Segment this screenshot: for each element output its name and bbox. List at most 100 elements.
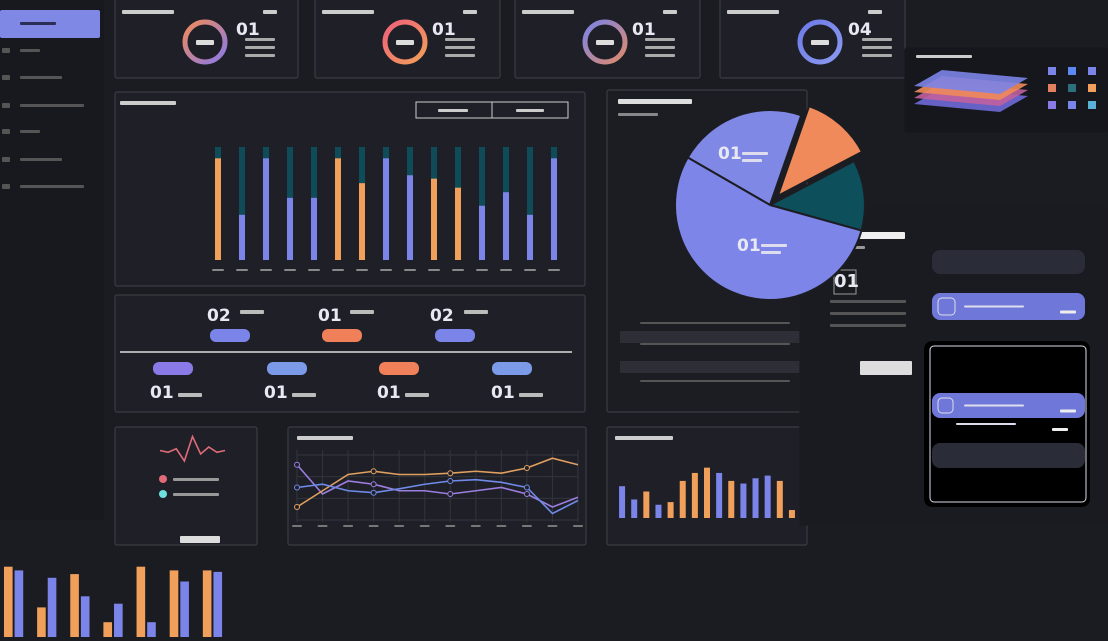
button xyxy=(491,101,569,119)
bar xyxy=(383,158,389,260)
text-placeholder xyxy=(173,493,219,496)
bar xyxy=(169,570,179,637)
kpi-value: 01 xyxy=(236,20,260,40)
summary-value: 01 xyxy=(150,383,174,403)
text-placeholder xyxy=(122,10,174,14)
pill xyxy=(153,362,193,375)
bar-track xyxy=(479,147,485,260)
point xyxy=(294,484,300,491)
text-placeholder xyxy=(245,46,275,49)
summary-value: 02 xyxy=(207,306,231,326)
text-placeholder xyxy=(396,40,414,45)
text-placeholder xyxy=(1060,310,1076,314)
text-placeholder xyxy=(727,10,779,14)
text-placeholder xyxy=(173,478,219,481)
text-placeholder xyxy=(438,109,468,112)
bar xyxy=(37,607,46,637)
text-placeholder xyxy=(292,525,302,527)
text-placeholder xyxy=(284,269,296,271)
text-placeholder xyxy=(761,251,781,254)
text-placeholder xyxy=(178,393,202,397)
bar xyxy=(215,158,221,260)
sidebar xyxy=(0,0,104,520)
text-placeholder xyxy=(618,113,658,116)
labels: 01 01 01 04 02 01 02 01 01 01 01 01 xyxy=(150,20,872,403)
bar xyxy=(335,158,341,260)
point xyxy=(370,468,377,475)
point xyxy=(370,489,377,496)
text-placeholder xyxy=(236,269,248,271)
item-icon xyxy=(937,397,954,414)
text-placeholder xyxy=(20,104,84,107)
bar xyxy=(213,571,223,637)
text-placeholder xyxy=(956,423,1016,425)
pill xyxy=(379,362,419,375)
text-placeholder xyxy=(596,40,614,45)
text-placeholder xyxy=(343,525,354,527)
color-square xyxy=(1048,67,1056,75)
bar xyxy=(776,480,783,518)
text-placeholder xyxy=(2,75,10,80)
color-square xyxy=(1088,84,1096,92)
bar xyxy=(631,499,638,518)
donut-ring xyxy=(797,19,843,65)
donut-ring xyxy=(382,19,428,65)
point xyxy=(294,504,300,510)
item-icon xyxy=(929,345,1087,503)
bar xyxy=(503,192,509,260)
text-placeholder xyxy=(663,10,677,14)
text-placeholder xyxy=(20,22,56,25)
line xyxy=(159,434,226,463)
text-placeholder xyxy=(332,269,344,271)
text-placeholder xyxy=(404,269,416,271)
text-placeholder xyxy=(245,54,275,57)
list-item[interactable] xyxy=(932,443,1085,468)
point xyxy=(447,470,454,477)
text-placeholder xyxy=(618,99,692,104)
text-placeholder xyxy=(263,10,277,14)
color-square xyxy=(1068,101,1076,109)
text-placeholder xyxy=(2,48,10,53)
summary-value: 01 xyxy=(377,383,401,403)
text-placeholder xyxy=(297,436,353,440)
text-placeholder xyxy=(428,269,440,271)
bar xyxy=(455,187,461,260)
bar xyxy=(667,502,674,518)
point xyxy=(370,481,377,488)
bar xyxy=(716,472,723,518)
text-placeholder xyxy=(761,244,787,247)
text-placeholder xyxy=(868,10,882,14)
text-placeholder xyxy=(742,152,768,155)
text-placeholder xyxy=(322,10,374,14)
pill xyxy=(492,362,532,375)
list-item[interactable] xyxy=(932,250,1085,274)
text-placeholder xyxy=(862,38,892,41)
color-square xyxy=(1068,84,1076,92)
table-row xyxy=(620,361,810,373)
point xyxy=(523,484,530,491)
point xyxy=(294,461,300,468)
line xyxy=(296,478,579,515)
text-placeholder xyxy=(2,129,10,134)
text-placeholder xyxy=(350,310,374,314)
text-placeholder xyxy=(830,324,906,327)
bar xyxy=(14,570,24,637)
color-square xyxy=(1088,101,1096,109)
bar xyxy=(47,577,57,637)
color-square xyxy=(1068,67,1076,75)
bar xyxy=(655,504,662,518)
text-placeholder xyxy=(476,269,488,271)
text-placeholder xyxy=(245,38,275,41)
text-placeholder xyxy=(394,525,405,527)
panel xyxy=(287,426,587,546)
item-icon xyxy=(937,297,956,316)
panel xyxy=(114,0,299,79)
bar xyxy=(704,467,710,518)
panel xyxy=(114,91,586,287)
text-placeholder xyxy=(830,300,906,303)
bar xyxy=(728,480,735,518)
detail-number: 01 xyxy=(834,271,859,292)
panel xyxy=(114,294,586,413)
